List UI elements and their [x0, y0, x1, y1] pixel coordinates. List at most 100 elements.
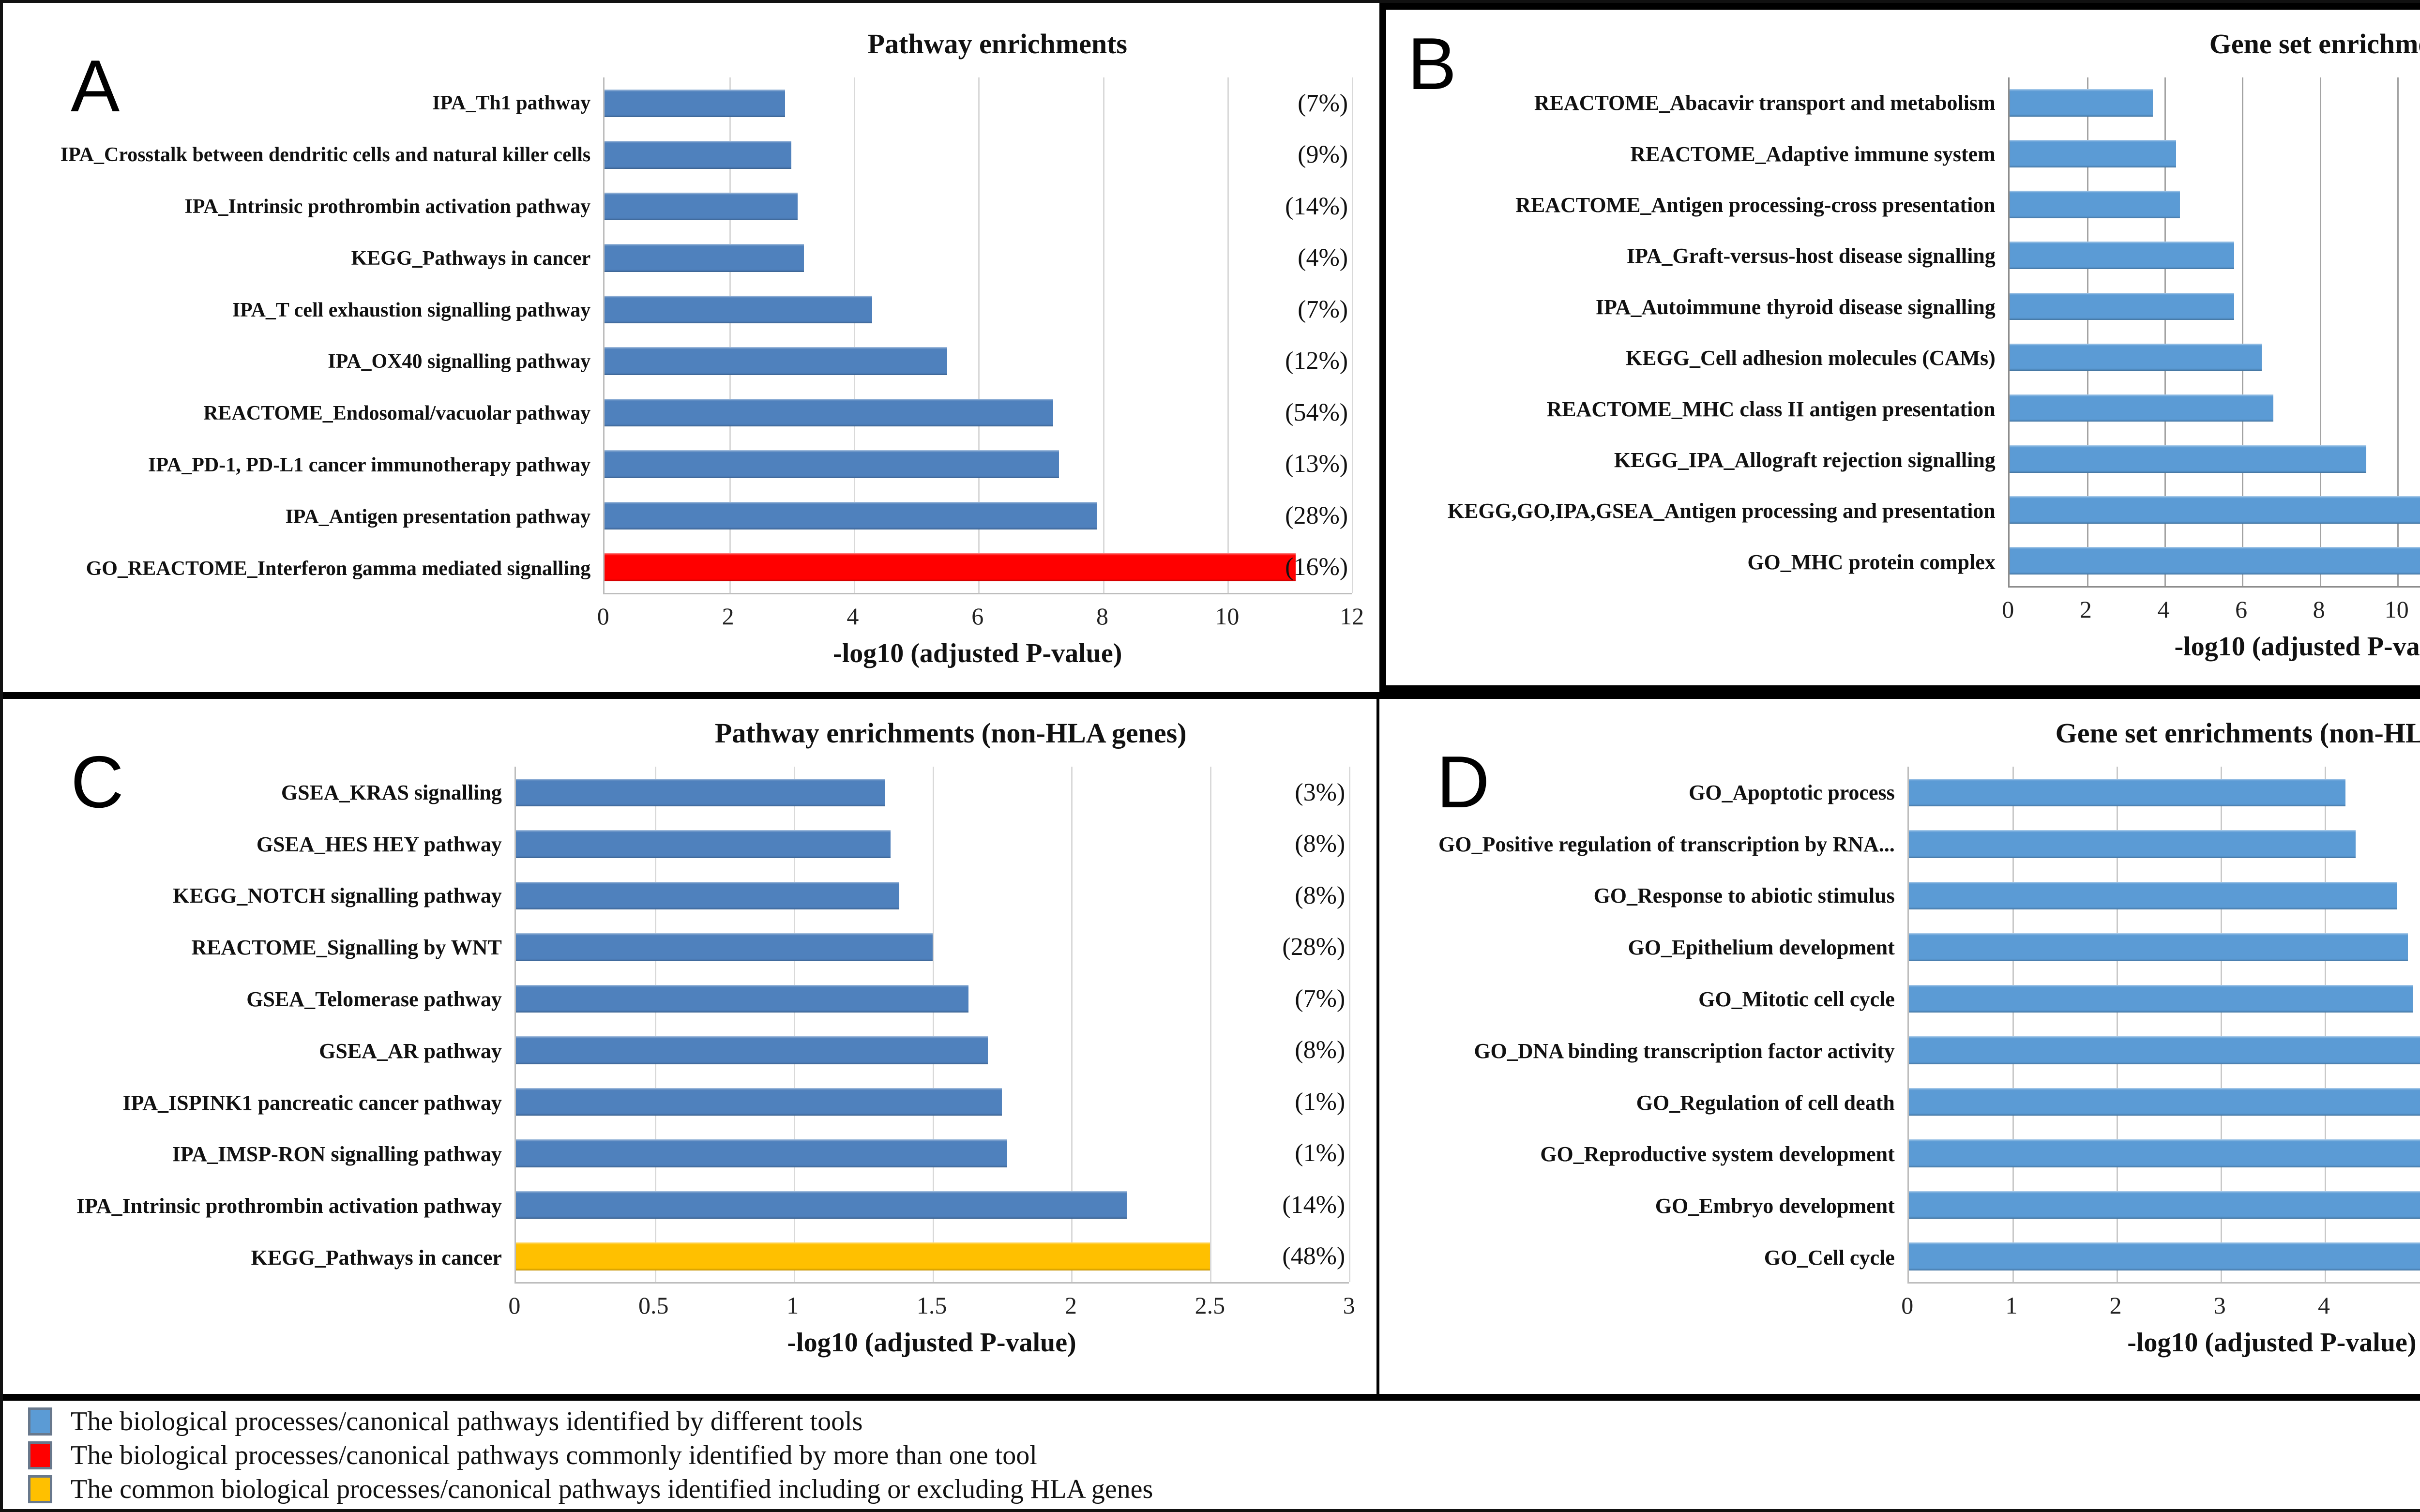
panel-a-pathway-enrichments: A Pathway enrichments IPA_Th1 pathway IPA… [3, 3, 1379, 692]
x-tick-label: 1.5 [916, 1292, 947, 1319]
category-label: REACTOME_Antigen processing-cross presen… [1386, 180, 2008, 230]
bar [605, 347, 947, 375]
x-axis-title-row: -log10 (adjusted P-value) [3, 1327, 1376, 1381]
category-label-text: GO_Reproductive system development [1540, 1142, 1895, 1166]
category-label-text: REACTOME_Signalling by WNT [191, 936, 502, 960]
x-axis-row: 0 0.5 1 1.5 2 2.5 3 [3, 1284, 1376, 1327]
x-tick-label: 10 [2384, 596, 2409, 623]
bar-row: (16%) [605, 542, 1352, 593]
gridline [932, 767, 934, 1282]
percent-label: (28%) [1285, 501, 1348, 529]
category-label-text: GO_Epithelium development [1628, 936, 1895, 960]
bar-row: (2%) [1908, 818, 2420, 870]
bar [605, 192, 798, 220]
category-label: REACTOME_MHC class II antigen presentati… [1386, 383, 2008, 434]
category-label-text: IPA_Intrinsic prothrombin activation pat… [184, 195, 591, 218]
gridline [654, 767, 656, 1282]
bar-row: (2%) [1908, 1076, 2420, 1128]
x-tick-label: 0 [597, 603, 609, 630]
bar-row: (3%) [515, 767, 1349, 818]
x-tick-label: 10 [1215, 603, 1240, 630]
x-tick-label: 1 [2005, 1292, 2018, 1319]
chart-title: Pathway enrichments (non-HLA genes) [714, 717, 1187, 749]
category-label-text: IPA_ISPINK1 pancreatic cancer pathway [122, 1090, 502, 1115]
gridline [2324, 767, 2326, 1282]
category-label: GO_Reproductive system development [1379, 1129, 1907, 1180]
x-tick-label: 3 [1343, 1292, 1355, 1319]
percent-label: (1%) [1295, 1088, 1346, 1116]
plot-area: (3%) (8%) (8%) (28%) (7%) (8%) (1%) (1%) (14%) (4… [514, 767, 1351, 1284]
category-label: GO_Positive regulation of transcription … [1379, 818, 1907, 870]
category-label-text: GO_Mitotic cell cycle [1698, 987, 1895, 1012]
legend-color-swatch [28, 1475, 52, 1503]
panel-letter-c: C [71, 741, 124, 823]
bar-row: (2%) [1908, 922, 2420, 973]
category-label: GO_Epithelium development [1379, 922, 1907, 973]
legend-item: The biological processes/canonical pathw… [28, 1438, 2420, 1472]
x-tick-label: 12 [1340, 603, 1364, 630]
bar-rows: (2%)(2%)(3%)(2%)(3%)(2%)(2%)(4%)(3%)(2%) [1908, 767, 2420, 1283]
category-label-text: KEGG_NOTCH signalling pathway [173, 884, 502, 908]
legend-item: The biological processes/canonical pathw… [28, 1405, 2420, 1438]
category-label: GSEA_KRAS signalling [3, 767, 514, 818]
axis-spacer [1386, 631, 2008, 685]
category-label-text: GSEA_HES HEY pathway [256, 832, 502, 856]
chart-title: Gene set enrichments (non-HLA genes) [2055, 717, 2420, 749]
category-label: REACTOME_Adaptive immune system [1386, 128, 2008, 179]
chart-header: Pathway enrichments [3, 10, 1379, 77]
bar [1908, 881, 2398, 909]
percent-label: (9%) [1298, 141, 1348, 169]
bar [605, 141, 792, 169]
category-label: GO_Cell cycle [1379, 1232, 1907, 1284]
category-label: IPA_Autoimmune thyroid disease signallin… [1386, 282, 2008, 333]
percent-label: (7%) [1298, 89, 1348, 117]
category-label-text: GO_Cell cycle [1764, 1246, 1895, 1270]
category-label: GO_Regulation of cell death [1379, 1077, 1907, 1129]
category-label-text: KEGG,GO,IPA,GSEA_Antigen processing and … [1447, 499, 1996, 523]
bar-row: (28%) [605, 490, 1352, 542]
category-label: KEGG_Pathways in cancer [3, 1232, 514, 1284]
bar-row: (4%) [605, 232, 1352, 284]
category-label: GO_Embryo development [1379, 1180, 1907, 1232]
bar-rows: (7%) (9%) (14%) (4%) (7%) (12%) (54%) (13%) (28%… [605, 77, 1352, 593]
x-axis: 01234567 [1901, 1284, 2420, 1327]
x-tick-label: 0 [1901, 1292, 1914, 1319]
gridline [793, 767, 795, 1282]
bar-row: (48%) [2009, 535, 2420, 586]
x-tick-label: 0 [508, 1292, 521, 1319]
bar-row: (4%) [1908, 1128, 2420, 1179]
gridline [2319, 77, 2321, 586]
x-axis: 0 2 4 6 8 10 12 [597, 594, 1364, 638]
bar [605, 450, 1059, 478]
percent-label: (14%) [1282, 1191, 1346, 1219]
category-label: GO_Apoptotic process [1379, 767, 1907, 818]
legend-color-swatch [28, 1407, 52, 1436]
x-axis-title: -log10 (adjusted P-value) [2127, 1328, 2417, 1358]
category-label: IPA_PD-1, PD-L1 cancer immunotherapy pat… [3, 439, 603, 491]
category-label-text: IPA_Autoimmune thyroid disease signallin… [1595, 295, 1996, 319]
category-label: IPA_ISPINK1 pancreatic cancer pathway [3, 1077, 514, 1129]
category-label: GO_DNA binding transcription factor acti… [1379, 1025, 1907, 1077]
x-axis-row: 0 2 4 6 8 10 12 [3, 594, 1379, 638]
category-label-text: REACTOME_Abacavir transport and metaboli… [1534, 91, 1996, 115]
axis-spacer [1386, 588, 2008, 631]
bar-row: (12%) [605, 335, 1352, 387]
percent-label: (48%) [1282, 1242, 1346, 1270]
category-label-text: IPA_Intrinsic prothrombin activation pat… [76, 1194, 502, 1218]
gridline [2087, 77, 2088, 586]
x-tick-label: 3 [2213, 1292, 2226, 1319]
gridline [1227, 77, 1229, 593]
axis-spacer [3, 594, 603, 638]
bar [515, 830, 891, 858]
bar-row: (1%) [515, 1128, 1349, 1179]
category-label-text: REACTOME_Adaptive immune system [1630, 142, 1996, 166]
category-label-text: KEGG_Cell adhesion molecules (CAMs) [1625, 346, 1996, 370]
category-label-text: GSEA_KRAS signalling [281, 780, 502, 804]
bar-row: (2%) [1908, 1231, 2420, 1283]
percent-label: (8%) [1295, 830, 1346, 858]
category-label-text: GO_MHC protein complex [1747, 550, 1996, 574]
bar-rows: (4%)(3%)(9%)(19%)(18%)(9%)(10%)(20%)(15%… [2009, 77, 2420, 586]
plot-area: (7%) (9%) (14%) (4%) (7%) (12%) (54%) (13%) (28%… [603, 77, 1354, 594]
bar-row: (28%) [515, 922, 1349, 973]
